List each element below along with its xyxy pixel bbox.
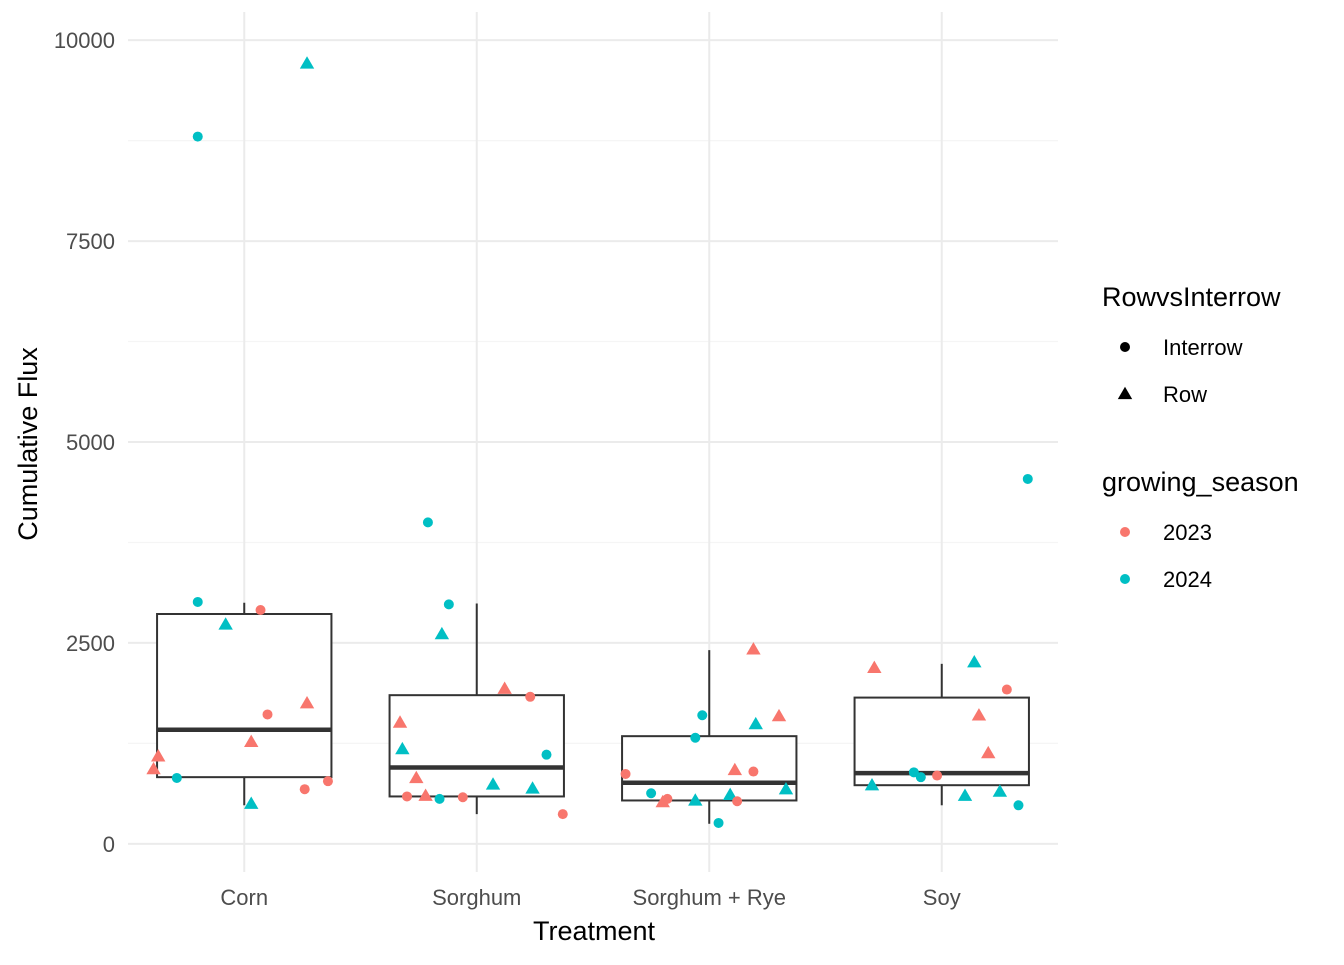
box-corn [156, 602, 333, 806]
legend-key [1120, 574, 1130, 584]
points [146, 56, 1033, 828]
legend-key [1120, 342, 1130, 352]
data-point-row [992, 784, 1008, 797]
data-point-interrow [713, 817, 724, 828]
data-point-row [409, 770, 424, 784]
data-point-interrow [192, 131, 203, 142]
data-point-row [771, 708, 787, 722]
data-point-row [434, 626, 450, 640]
data-point-interrow [443, 599, 454, 610]
legend-key [1117, 386, 1133, 400]
data-point-interrow [422, 517, 433, 528]
data-point-interrow [690, 732, 701, 743]
legend-growing-season: growing_season 2023 2024 [1102, 467, 1299, 592]
data-point-row [971, 708, 987, 721]
legend-label: 2023 [1163, 520, 1212, 545]
data-point-row [244, 796, 259, 809]
data-point-interrow [255, 604, 266, 615]
x-tick-label: Sorghum [432, 885, 521, 910]
data-point-row [967, 655, 982, 668]
boxes [156, 602, 1030, 824]
x-tick-label: Corn [220, 885, 268, 910]
data-point-interrow [732, 796, 743, 807]
data-point-interrow [525, 691, 536, 702]
data-point-interrow [322, 776, 333, 787]
data-point-row [722, 787, 738, 801]
data-point-row [688, 793, 703, 806]
legend-label: 2024 [1163, 567, 1212, 592]
data-point-row [867, 660, 882, 674]
data-point-row [864, 777, 880, 791]
legend-rowvsinterrow: RowvsInterrow Interrow Row [1102, 282, 1281, 407]
data-point-row [981, 745, 996, 759]
data-point-interrow [192, 596, 203, 607]
data-point-row [299, 696, 315, 709]
x-tick-label: Soy [923, 885, 961, 910]
data-point-row [418, 788, 433, 801]
box-sorghum-rye [621, 650, 798, 824]
data-point-interrow [1013, 800, 1024, 811]
legend-title: RowvsInterrow [1102, 282, 1281, 312]
legend-key [1120, 527, 1130, 537]
data-point-interrow [541, 749, 552, 760]
data-point-interrow [662, 793, 673, 804]
data-point-row [218, 617, 233, 630]
data-point-row [746, 642, 761, 655]
legend-label: Interrow [1163, 335, 1243, 360]
y-tick-label: 7500 [66, 229, 115, 254]
data-point-interrow [299, 784, 310, 795]
y-tick-label: 10000 [54, 28, 115, 53]
y-tick-label: 5000 [66, 430, 115, 455]
data-point-row [244, 734, 259, 747]
data-point-row [485, 777, 501, 790]
data-point-row [146, 761, 161, 775]
data-point-interrow [1022, 473, 1033, 484]
data-point-interrow [434, 793, 445, 804]
data-point-interrow [171, 772, 182, 783]
y-axis-title: Cumulative Flux [13, 347, 43, 541]
data-point-interrow [908, 767, 919, 778]
x-axis-title: Treatment [533, 916, 656, 946]
y-tick-label: 2500 [66, 631, 115, 656]
x-tick-label: Sorghum + Rye [633, 885, 786, 910]
data-point-row [655, 794, 670, 808]
data-point-interrow [915, 772, 926, 783]
data-point-row [748, 716, 763, 730]
data-point-interrow [620, 768, 631, 779]
data-point-interrow [557, 809, 568, 820]
data-point-row [778, 782, 794, 795]
box-rect [156, 613, 333, 779]
data-point-row [497, 681, 512, 694]
data-point-interrow [457, 792, 468, 803]
data-point-row [727, 762, 743, 776]
data-point-row [395, 741, 410, 755]
data-point-row [957, 788, 973, 801]
data-point-interrow [402, 791, 412, 802]
data-point-interrow [262, 709, 273, 720]
data-point-interrow [697, 710, 708, 721]
y-tick-label: 0 [103, 832, 115, 857]
box-soy [853, 663, 1030, 806]
legend-label: Row [1163, 382, 1207, 407]
data-point-row [151, 749, 166, 762]
data-point-interrow [646, 788, 657, 799]
data-point-row [525, 781, 540, 794]
data-point-row [392, 715, 408, 728]
box-rect [853, 696, 1030, 787]
data-point-interrow [932, 770, 943, 781]
axes: 0 2500 5000 7500 10000 Corn Sorghum Sorghum + R… [54, 28, 961, 910]
data-point-interrow [1001, 684, 1012, 695]
data-point-row [299, 56, 315, 69]
legend: RowvsInterrow Interrow Row growing_season 20… [1102, 282, 1299, 592]
legend-title: growing_season [1102, 467, 1299, 497]
data-point-interrow [748, 766, 759, 777]
